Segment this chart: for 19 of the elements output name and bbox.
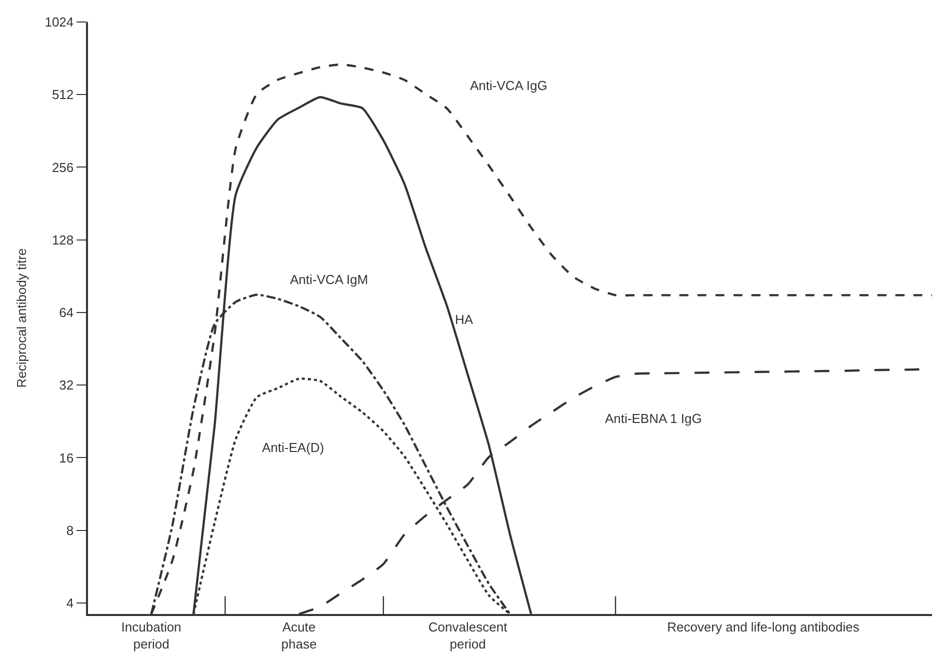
- y-tick-label: 128: [52, 232, 74, 248]
- series-label: Anti-VCA IgM: [290, 272, 368, 287]
- y-axis-title: Reciprocal antibody titre: [14, 248, 30, 388]
- y-tick-label: 4: [66, 596, 74, 611]
- series-label: HA: [455, 312, 474, 327]
- x-tick-label: Convalescent period: [428, 619, 508, 652]
- y-tick-label: 256: [52, 160, 74, 175]
- x-tick-label: Incubation period: [121, 619, 182, 652]
- y-tick-label: 1024: [44, 14, 74, 30]
- y-tick-label: 64: [59, 305, 74, 320]
- y-tick-label: 16: [59, 450, 74, 466]
- y-tick-label: 32: [59, 378, 74, 393]
- x-tick-label: Recovery and life-long antibodies: [667, 619, 860, 634]
- text: Anti-EBNA 1 IgG: [605, 411, 702, 426]
- series-label: Anti-EA(D): [262, 440, 324, 455]
- text: Anti-VCA IgG: [470, 78, 548, 93]
- y-tick-label: 8: [66, 522, 74, 538]
- y-tick-label: 512: [52, 87, 74, 102]
- x-tick-label: Acute phase: [281, 619, 317, 652]
